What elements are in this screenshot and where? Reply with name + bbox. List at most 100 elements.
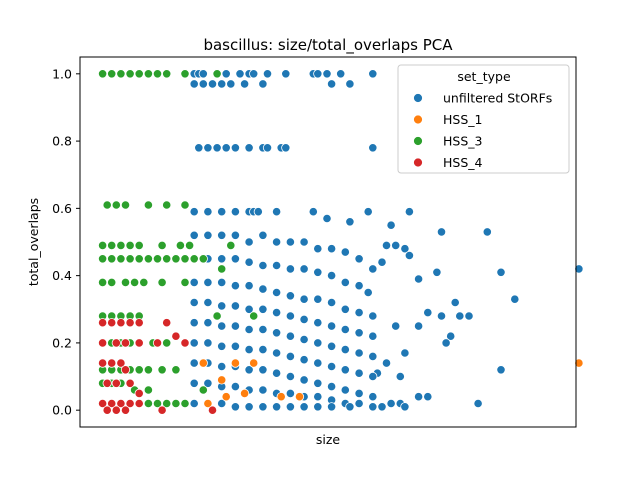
legend-label: unfiltered StORFs	[443, 91, 552, 106]
data-point	[107, 254, 117, 264]
data-point	[207, 405, 218, 415]
data-point	[285, 264, 295, 274]
data-point	[391, 240, 401, 250]
data-point	[98, 277, 108, 287]
data-point	[143, 365, 153, 375]
data-point	[116, 318, 126, 328]
data-point	[212, 69, 222, 79]
data-point	[230, 402, 240, 412]
legend-marker	[413, 157, 423, 168]
data-point	[345, 217, 355, 227]
data-point	[189, 230, 199, 240]
data-point	[98, 338, 108, 348]
data-point	[120, 200, 131, 210]
data-point	[271, 207, 282, 217]
data-point	[162, 200, 172, 210]
data-point	[258, 260, 268, 271]
data-point	[217, 207, 227, 217]
data-point	[354, 328, 364, 338]
data-point	[368, 143, 378, 153]
data-point	[413, 274, 424, 284]
data-point	[340, 247, 350, 257]
data-point	[203, 297, 213, 308]
data-point	[203, 207, 213, 217]
data-point	[432, 267, 442, 277]
data-point	[271, 402, 282, 412]
data-point	[368, 351, 378, 361]
series-unfiltered-storfs	[189, 69, 584, 412]
data-point	[363, 287, 373, 298]
data-point	[354, 368, 364, 378]
data-point	[244, 344, 254, 355]
data-point	[230, 230, 240, 240]
data-point	[98, 240, 108, 250]
data-point	[368, 392, 378, 402]
series-hss-1	[198, 358, 584, 409]
data-point	[258, 402, 268, 412]
data-point	[230, 358, 240, 368]
data-point	[203, 143, 213, 153]
data-point	[98, 69, 108, 79]
legend-label: HSS_3	[443, 134, 482, 149]
legend-title: set_type	[457, 69, 511, 84]
data-point	[217, 230, 227, 240]
data-point	[134, 388, 144, 398]
data-point	[400, 244, 410, 254]
data-point	[198, 79, 208, 89]
data-point	[226, 240, 236, 250]
data-point	[120, 338, 131, 348]
data-point	[482, 227, 492, 237]
data-point	[194, 143, 204, 153]
data-point	[446, 331, 456, 341]
data-point	[313, 244, 323, 254]
data-point	[217, 341, 227, 351]
data-point	[111, 378, 121, 388]
data-point	[326, 402, 337, 412]
data-point	[217, 321, 227, 331]
data-point	[134, 338, 144, 348]
data-point	[258, 324, 268, 335]
data-point	[217, 301, 227, 311]
data-point	[157, 240, 167, 250]
data-point	[285, 371, 295, 382]
legend-marker	[413, 93, 423, 103]
data-point	[299, 334, 309, 345]
data-point	[363, 207, 373, 217]
data-point	[253, 207, 263, 217]
data-point	[162, 338, 172, 348]
data-point	[98, 358, 108, 368]
data-point	[299, 294, 309, 304]
chart-title: bascillus: size/total_overlaps PCA	[203, 36, 453, 55]
data-point	[212, 143, 222, 153]
data-point	[368, 331, 378, 341]
data-point	[386, 398, 396, 409]
data-point	[217, 361, 227, 372]
data-point	[510, 294, 520, 304]
data-point	[423, 392, 433, 402]
data-point	[299, 375, 309, 385]
data-point	[230, 143, 240, 153]
data-point	[217, 398, 227, 409]
data-point	[258, 385, 268, 395]
data-point	[125, 378, 135, 388]
data-point	[98, 398, 108, 409]
data-point	[235, 69, 245, 79]
data-point	[189, 277, 199, 287]
data-point	[313, 294, 323, 304]
data-point	[377, 402, 387, 412]
data-point	[326, 341, 337, 351]
series-hss-3	[98, 69, 259, 409]
data-point	[574, 264, 584, 274]
legend-label: HSS_1	[443, 112, 482, 127]
data-point	[313, 338, 323, 348]
data-point	[125, 254, 135, 264]
data-point	[276, 392, 286, 402]
data-point	[395, 371, 405, 382]
data-point	[294, 392, 305, 402]
data-point	[221, 392, 231, 402]
data-point	[464, 311, 474, 321]
data-point	[217, 79, 227, 89]
data-point	[340, 344, 350, 355]
data-point	[400, 402, 410, 412]
